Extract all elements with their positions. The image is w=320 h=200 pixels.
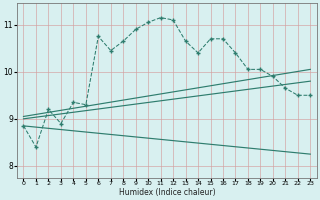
X-axis label: Humidex (Indice chaleur): Humidex (Indice chaleur) [119, 188, 215, 197]
